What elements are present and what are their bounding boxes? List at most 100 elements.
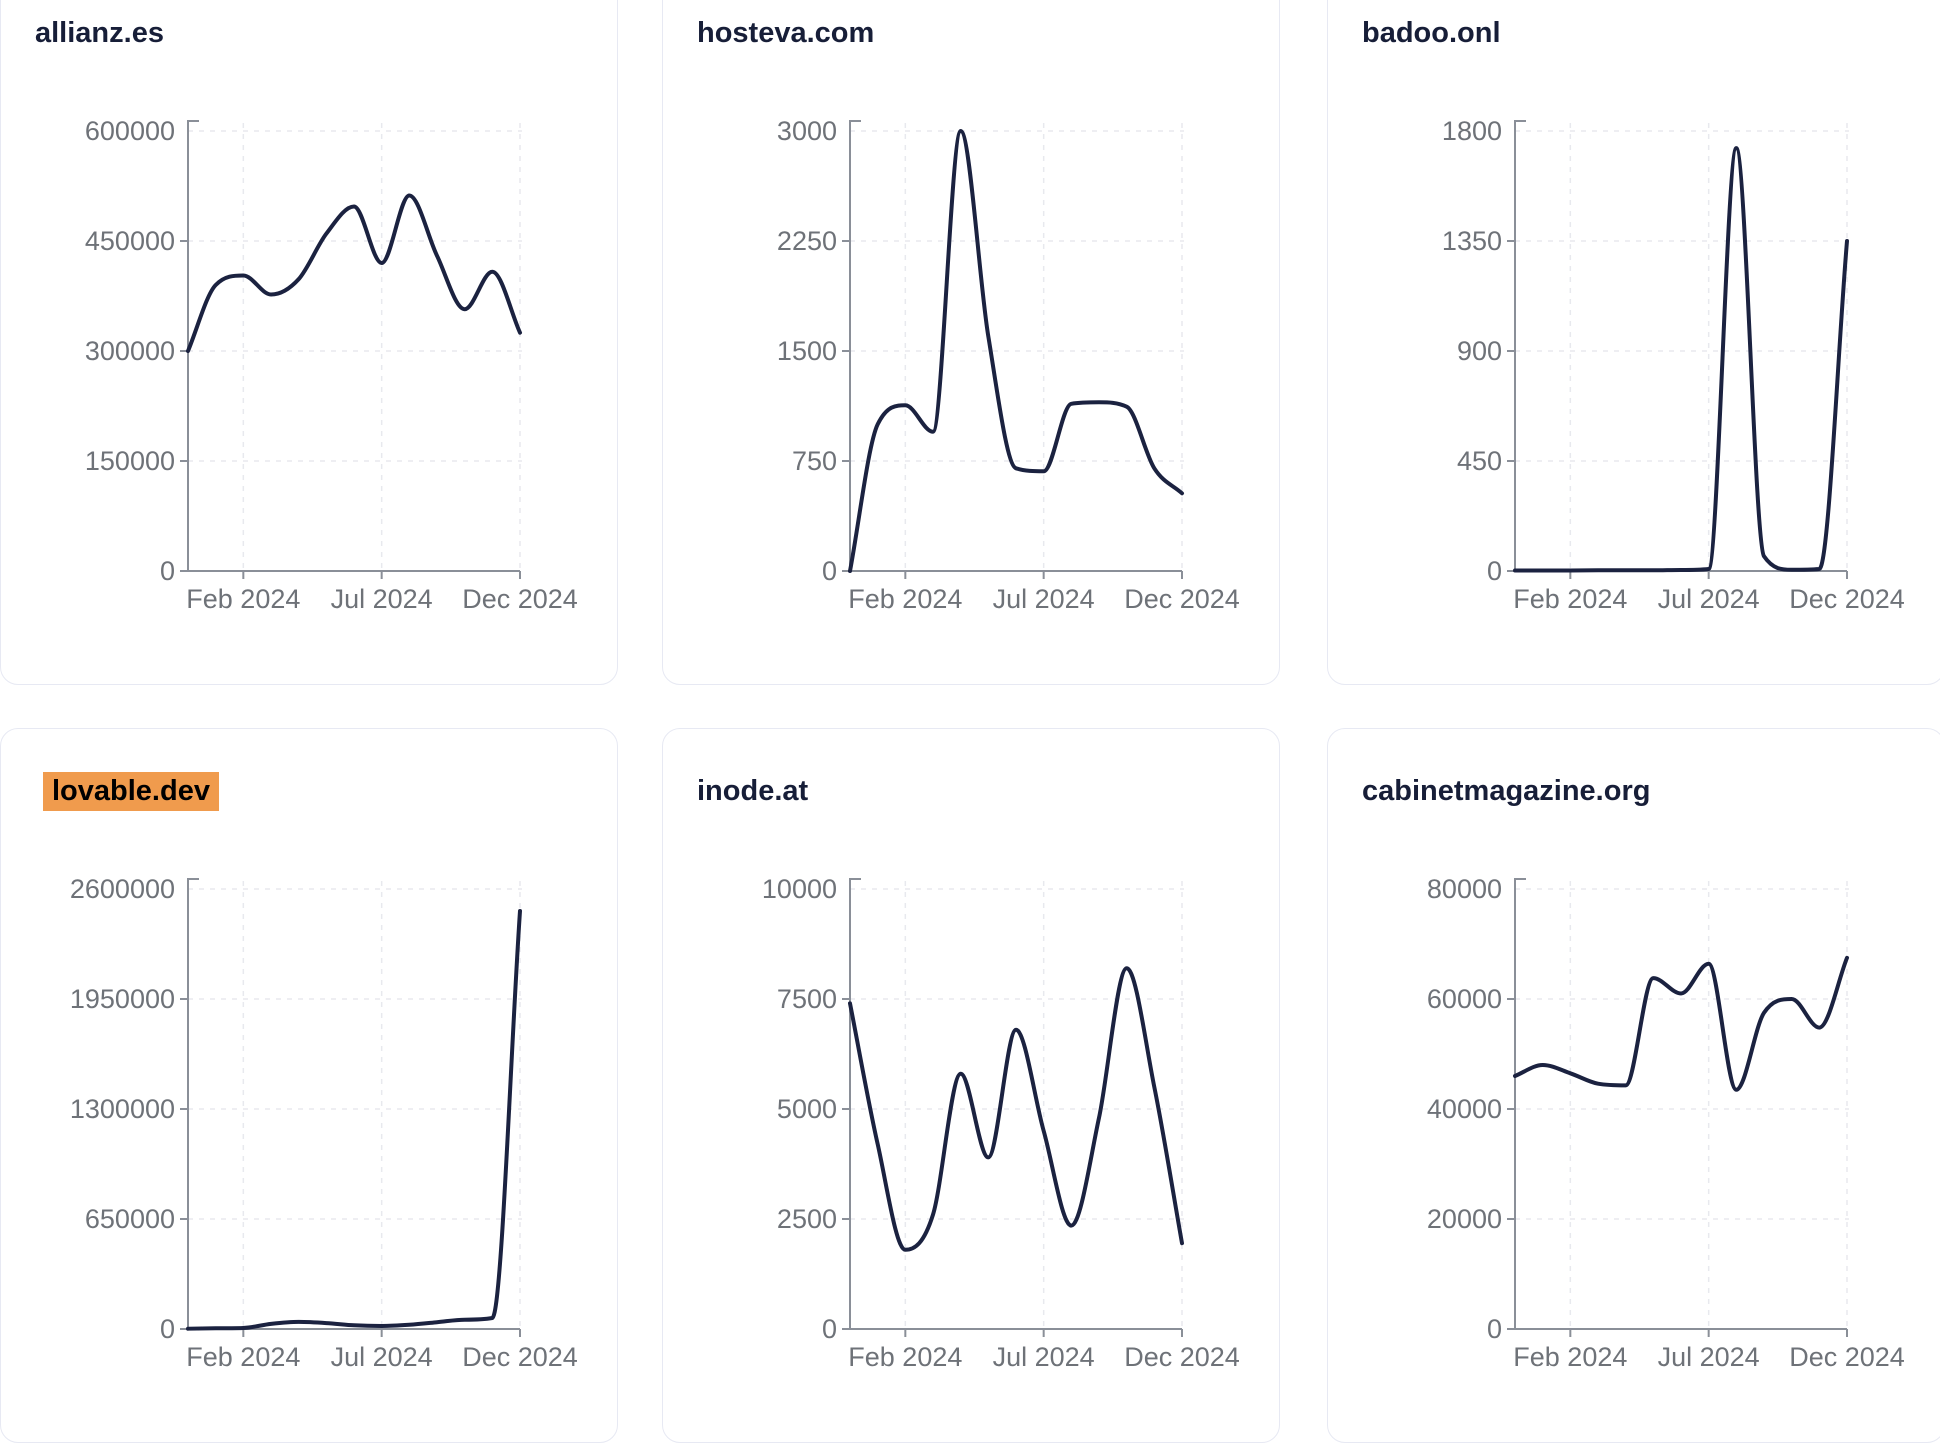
x-tick-label: Jul 2024 xyxy=(331,584,433,614)
y-tick-label: 2600000 xyxy=(70,874,175,904)
chart-card: badoo.onl 0 450 900 1350 1800 Feb 2024 Jul 202… xyxy=(1327,0,1940,685)
y-tick-label: 0 xyxy=(822,556,837,586)
x-tick-label: Dec 2024 xyxy=(462,584,578,614)
y-tick-label: 1300000 xyxy=(70,1094,175,1124)
gridlines xyxy=(188,881,522,1329)
line-chart: 0 2500 5000 7500 10000 Feb 2024 Jul 2024 Dec 20… xyxy=(762,874,1240,1372)
chart-title: inode.at xyxy=(697,771,808,811)
chart-card: hosteva.com 0 750 1500 2250 3000 Feb 2024 Jul … xyxy=(662,0,1280,685)
axis-labels: 0 150000 300000 450000 600000 Feb 2024 Jul 202… xyxy=(85,116,578,614)
axis-lines xyxy=(849,878,1182,1330)
axis-labels: 0 750 1500 2250 3000 Feb 2024 Jul 2024 Dec 2024 xyxy=(777,116,1240,614)
axis-labels: 0 2500 5000 7500 10000 Feb 2024 Jul 2024 Dec 20… xyxy=(762,874,1240,1372)
y-tick-label: 80000 xyxy=(1427,874,1502,904)
chart-title-text: allianz.es xyxy=(35,17,164,49)
chart-title-text: cabinetmagazine.org xyxy=(1362,775,1651,807)
x-tick-label: Dec 2024 xyxy=(1789,584,1905,614)
y-tick-label: 0 xyxy=(1487,1314,1502,1344)
y-tick-label: 0 xyxy=(160,556,175,586)
y-tick-label: 7500 xyxy=(777,984,837,1014)
y-tick-label: 900 xyxy=(1457,336,1502,366)
chart-card: allianz.es 0 150000 300000 450000 600000 Feb … xyxy=(0,0,618,685)
series-line xyxy=(848,129,1184,573)
series-line xyxy=(848,966,1184,1252)
chart-title: cabinetmagazine.org xyxy=(1362,771,1650,811)
y-tick-label: 3000 xyxy=(777,116,837,146)
axis-lines xyxy=(849,120,1182,572)
y-tick-label: 60000 xyxy=(1427,984,1502,1014)
y-tick-label: 1800 xyxy=(1442,116,1502,146)
y-tick-label: 650000 xyxy=(85,1204,175,1234)
x-tick-label: Dec 2024 xyxy=(1124,1342,1240,1372)
y-tick-label: 10000 xyxy=(762,874,837,904)
y-tick-label: 150000 xyxy=(85,446,175,476)
series-line xyxy=(1513,146,1849,573)
x-tick-label: Jul 2024 xyxy=(331,1342,433,1372)
line-chart: 0 650000 1300000 1950000 2600000 Feb 2024 Jul … xyxy=(70,874,578,1372)
line-chart: 0 750 1500 2250 3000 Feb 2024 Jul 2024 Dec 2024 xyxy=(777,116,1240,614)
x-tick-label: Feb 2024 xyxy=(1513,584,1627,614)
line-chart: 0 150000 300000 450000 600000 Feb 2024 Jul 202… xyxy=(85,116,578,614)
gridlines xyxy=(1515,881,1849,1329)
series-line xyxy=(1513,955,1849,1092)
chart-title: allianz.es xyxy=(35,13,164,53)
y-tick-label: 450000 xyxy=(85,226,175,256)
y-tick-label: 0 xyxy=(1487,556,1502,586)
axis-labels: 0 650000 1300000 1950000 2600000 Feb 2024 Jul … xyxy=(70,874,578,1372)
y-tick-label: 2250 xyxy=(777,226,837,256)
y-tick-label: 300000 xyxy=(85,336,175,366)
x-tick-label: Dec 2024 xyxy=(462,1342,578,1372)
y-tick-label: 600000 xyxy=(85,116,175,146)
gridlines xyxy=(850,881,1184,1329)
series-line xyxy=(186,193,522,353)
x-tick-label: Feb 2024 xyxy=(186,584,300,614)
axis-ticks xyxy=(1507,240,1848,579)
gridlines xyxy=(1515,123,1849,571)
y-tick-label: 750 xyxy=(792,446,837,476)
gridlines xyxy=(850,123,1184,571)
axis-ticks xyxy=(180,998,521,1337)
axis-ticks xyxy=(180,240,521,579)
axis-ticks xyxy=(842,998,1183,1337)
x-tick-label: Feb 2024 xyxy=(848,1342,962,1372)
line-chart: 0 450 900 1350 1800 Feb 2024 Jul 2024 Dec 2024 xyxy=(1442,116,1905,614)
x-tick-label: Feb 2024 xyxy=(186,1342,300,1372)
chart-card: cabinetmagazine.org 0 20000 40000 60000 8000… xyxy=(1327,728,1940,1443)
chart-card: lovable.dev 0 650000 1300000 1950000 2600000… xyxy=(0,728,618,1443)
gridlines xyxy=(188,123,522,571)
series-line xyxy=(186,909,522,1331)
x-tick-label: Jul 2024 xyxy=(993,584,1095,614)
x-tick-label: Dec 2024 xyxy=(1124,584,1240,614)
y-tick-label: 5000 xyxy=(777,1094,837,1124)
axis-ticks xyxy=(842,240,1183,579)
x-tick-label: Feb 2024 xyxy=(1513,1342,1627,1372)
axis-labels: 0 20000 40000 60000 80000 Feb 2024 Jul 2024 Dec… xyxy=(1427,874,1905,1372)
y-tick-label: 1500 xyxy=(777,336,837,366)
chart-title: badoo.onl xyxy=(1362,13,1501,53)
y-tick-label: 0 xyxy=(822,1314,837,1344)
axis-ticks xyxy=(1507,998,1848,1337)
y-tick-label: 20000 xyxy=(1427,1204,1502,1234)
chart-title-text: inode.at xyxy=(697,775,809,807)
y-tick-label: 1350 xyxy=(1442,226,1502,256)
chart-title-text: badoo.onl xyxy=(1362,17,1501,49)
chart-title: lovable.dev xyxy=(35,771,219,811)
chart-title-text: lovable.dev xyxy=(43,772,219,811)
x-tick-label: Feb 2024 xyxy=(848,584,962,614)
x-tick-label: Jul 2024 xyxy=(993,1342,1095,1372)
x-tick-label: Dec 2024 xyxy=(1789,1342,1905,1372)
y-tick-label: 40000 xyxy=(1427,1094,1502,1124)
y-tick-label: 1950000 xyxy=(70,984,175,1014)
axis-lines xyxy=(1514,878,1847,1330)
line-chart: 0 20000 40000 60000 80000 Feb 2024 Jul 2024 Dec… xyxy=(1427,874,1905,1372)
x-tick-label: Jul 2024 xyxy=(1658,1342,1760,1372)
axis-lines xyxy=(1514,120,1847,572)
y-tick-label: 0 xyxy=(160,1314,175,1344)
chart-title-text: hosteva.com xyxy=(697,17,875,49)
axis-lines xyxy=(187,120,520,572)
y-tick-label: 2500 xyxy=(777,1204,837,1234)
axis-lines xyxy=(187,878,520,1330)
chart-title: hosteva.com xyxy=(697,13,874,53)
chart-card: inode.at 0 2500 5000 7500 10000 Feb 2024 Jul 2… xyxy=(662,728,1280,1443)
